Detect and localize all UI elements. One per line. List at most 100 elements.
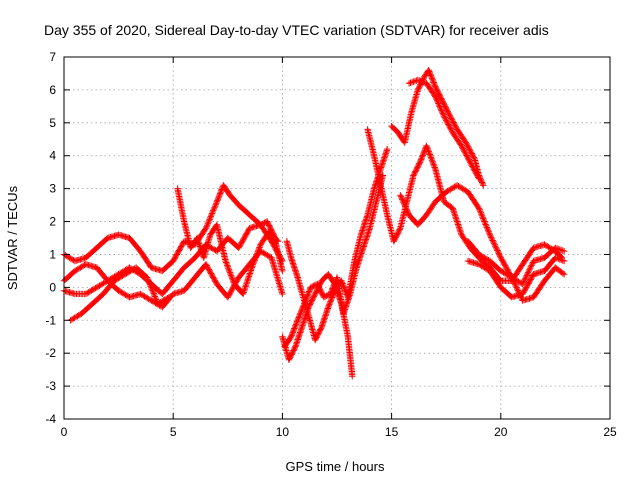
data-point [204,222,211,229]
data-point [513,284,520,291]
data-point [523,272,530,279]
data-point [440,113,448,120]
data-point [289,350,296,357]
data-point [496,251,503,259]
data-point [400,199,407,206]
data-point [425,67,432,74]
data-point [311,292,318,299]
data-point [148,284,155,291]
data-point [467,160,475,167]
data-point [147,283,154,290]
data-point [116,288,124,295]
data-point [208,244,215,252]
data-point [146,280,153,287]
y-tick-label: 2 [49,215,56,229]
data-point [69,256,76,263]
data-point [403,206,410,213]
data-point [209,208,216,216]
data-point [497,254,504,261]
data-point [460,146,467,154]
data-point [430,161,437,168]
data-point [552,254,559,261]
data-point [455,222,462,230]
data-point [313,332,321,340]
data-point [480,215,487,222]
data-point [559,270,567,277]
data-point [555,255,562,262]
data-point [559,247,566,254]
data-point [146,296,154,303]
data-point [475,251,483,258]
data-point [453,124,460,132]
data-point [436,92,444,99]
data-point [271,266,279,273]
data-point [520,279,527,286]
data-point [70,315,77,322]
data-point [407,79,414,86]
data-point [437,106,445,113]
y-tick-label: 7 [49,50,56,64]
data-point [445,121,452,128]
data-point [214,197,221,204]
data-point [327,298,334,305]
data-point [317,325,325,332]
data-point [454,221,462,228]
tick-labels: 0 5 10 15 20 25 -4 -3 -2 -1 0 1 2 3 4 5 6 7 [45,50,617,439]
data-point [461,149,469,156]
data-point [254,248,261,255]
data-point [476,206,483,213]
data-point [429,158,436,165]
data-point [414,76,421,84]
data-point [228,273,235,281]
data-point [296,313,303,320]
data-point [120,271,127,279]
data-point [490,238,497,246]
data-point [306,301,314,308]
y-tick-label: 3 [49,182,56,196]
data-point [461,148,468,155]
data-point [455,183,462,190]
data-point [202,261,210,268]
y-tick-label: 1 [49,247,56,261]
data-point [442,115,449,123]
data-point [478,211,485,218]
y-tick-label: -2 [45,346,56,360]
x-tick-label: 5 [170,425,177,439]
data-point [152,294,159,302]
data-point [75,312,82,319]
data-point [441,101,448,109]
data-point [429,159,437,167]
data-point [289,330,296,338]
data-point [209,245,216,252]
data-point [143,274,151,281]
data-point [461,138,469,145]
data-point [417,77,424,85]
data-point [445,122,453,129]
y-tick-label: 4 [49,149,56,163]
data-point [122,271,129,278]
data-point [446,112,453,119]
data-point [415,84,423,91]
data-point [144,294,151,302]
data-point [207,269,214,276]
data-point [205,217,213,224]
data-point [148,286,155,293]
data-point [463,140,470,148]
data-point [71,314,78,321]
data-point [463,152,470,159]
data-point [288,256,295,263]
data-point [145,295,152,303]
data-point [467,147,474,154]
data-point [430,79,437,86]
data-point [274,238,282,245]
data-point [441,114,448,121]
data-point [215,194,222,201]
data-point [450,119,457,126]
data-point [225,265,232,272]
data-point [472,170,480,177]
axis-ticks [63,56,611,420]
data-point [274,248,281,255]
data-point [432,94,440,102]
y-tick-label: 5 [49,116,56,130]
data-point [457,141,464,148]
